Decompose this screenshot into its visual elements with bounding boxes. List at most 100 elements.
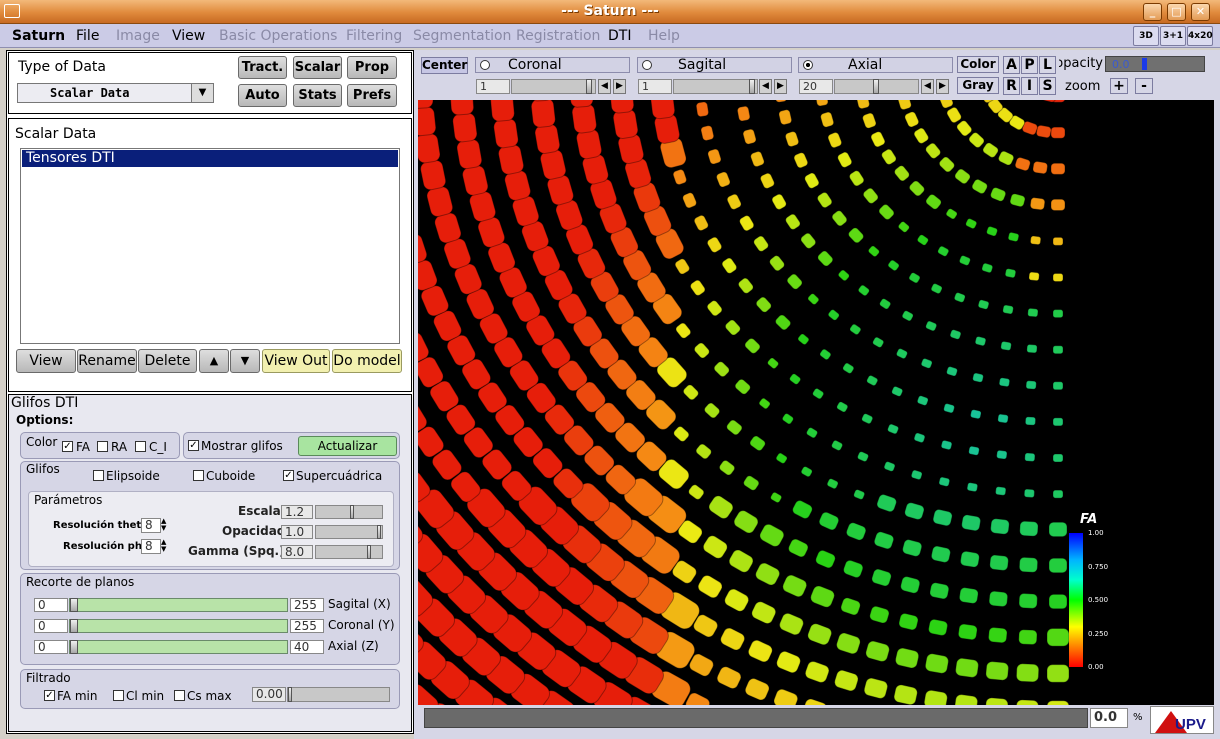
- sagital-min-handle[interactable]: [70, 598, 78, 612]
- stats-button[interactable]: Stats: [293, 84, 342, 107]
- resolucion-theta-spinner[interactable]: ▲ ▼: [161, 517, 167, 532]
- axial-next-icon[interactable]: ▶: [936, 79, 949, 94]
- view-button[interactable]: View: [16, 349, 76, 373]
- coronal-next-icon[interactable]: ▶: [613, 79, 626, 94]
- filtrado-slider-knob[interactable]: [288, 687, 292, 702]
- axial-prev-icon[interactable]: ◀: [921, 79, 934, 94]
- sagital-max[interactable]: 255: [290, 598, 324, 612]
- coronal-min[interactable]: 0: [34, 619, 68, 633]
- view-3plus1-button[interactable]: 3+1: [1160, 26, 1186, 46]
- menu-image[interactable]: Image: [116, 28, 160, 44]
- ra-checkbox[interactable]: [97, 441, 108, 452]
- zoom-out-button[interactable]: -: [1135, 78, 1153, 94]
- filtrado-slider[interactable]: [287, 687, 390, 702]
- color-button[interactable]: Color: [957, 56, 999, 73]
- menu-file[interactable]: File: [76, 28, 100, 44]
- menu-dti[interactable]: DTI: [608, 28, 632, 44]
- coronal-plane-radio[interactable]: [475, 57, 630, 73]
- view-3d-button[interactable]: 3D: [1133, 26, 1159, 46]
- elipsoide-checkbox[interactable]: [93, 470, 104, 481]
- coronal-max[interactable]: 255: [290, 619, 324, 633]
- maximize-icon[interactable]: □: [1167, 3, 1186, 21]
- rename-button[interactable]: Rename: [77, 349, 137, 373]
- coronal-radio[interactable]: [480, 60, 490, 70]
- sagital-prev-icon[interactable]: ◀: [759, 79, 772, 94]
- coronal-min-handle[interactable]: [70, 619, 78, 633]
- opacidad-slider-knob[interactable]: [377, 525, 381, 539]
- fa-checkbox[interactable]: ✓: [62, 441, 73, 452]
- escala-slider[interactable]: [315, 505, 383, 519]
- resolucion-theta-input[interactable]: 8: [141, 518, 161, 533]
- axial-max[interactable]: 40: [290, 640, 324, 654]
- auto-button[interactable]: Auto: [238, 84, 287, 107]
- menu-filtering[interactable]: Filtering: [346, 28, 403, 44]
- scalar-button[interactable]: Scalar: [293, 56, 342, 79]
- scalar-data-list[interactable]: Tensores DTI: [20, 148, 400, 344]
- coronal-prev-icon[interactable]: ◀: [598, 79, 611, 94]
- ci-checkbox[interactable]: [135, 441, 146, 452]
- opacidad-slider[interactable]: [315, 525, 383, 539]
- close-icon[interactable]: ✕: [1191, 3, 1210, 21]
- menu-segmentation[interactable]: Segmentation: [413, 28, 512, 44]
- menu-view[interactable]: View: [172, 28, 206, 44]
- delete-button[interactable]: Delete: [138, 349, 197, 373]
- menu-registration[interactable]: Registration: [516, 28, 601, 44]
- menu-saturn[interactable]: Saturn: [12, 28, 66, 44]
- posterior-button[interactable]: P: [1021, 56, 1038, 74]
- coronal-slice-knob[interactable]: [586, 79, 592, 94]
- move-down-button[interactable]: ▼: [230, 349, 260, 373]
- sagital-radio[interactable]: [642, 60, 652, 70]
- superior-button[interactable]: S: [1039, 77, 1056, 95]
- gamma-slider[interactable]: [315, 545, 383, 559]
- menu-basic-operations[interactable]: Basic Operations: [219, 28, 338, 44]
- resolucion-phi-input[interactable]: 8: [141, 539, 161, 554]
- axial-min-handle[interactable]: [70, 640, 78, 654]
- cs-max-checkbox[interactable]: [174, 690, 185, 701]
- anterior-button[interactable]: A: [1003, 56, 1020, 74]
- coronal-slice-slider[interactable]: [511, 79, 596, 94]
- resolucion-phi-spinner[interactable]: ▲ ▼: [161, 538, 167, 553]
- view-4x20-button[interactable]: 4x20: [1187, 26, 1213, 46]
- move-up-button[interactable]: ▲: [199, 349, 229, 373]
- prefs-button[interactable]: Prefs: [347, 84, 397, 107]
- type-of-data-select[interactable]: Scalar Data ▼: [17, 83, 214, 103]
- axial-min[interactable]: 0: [34, 640, 68, 654]
- sagital-slice-slider[interactable]: [673, 79, 758, 94]
- sagital-range-slider[interactable]: [69, 598, 288, 612]
- center-button[interactable]: Center: [421, 57, 468, 74]
- menu-help[interactable]: Help: [648, 28, 680, 44]
- fa-min-checkbox[interactable]: ✓: [44, 690, 55, 701]
- axial-radio[interactable]: [803, 60, 813, 70]
- axial-slice-knob[interactable]: [873, 79, 879, 94]
- list-item[interactable]: Tensores DTI: [22, 150, 398, 167]
- gamma-slider-knob[interactable]: [367, 545, 371, 559]
- right-button[interactable]: R: [1003, 77, 1020, 95]
- opacity-knob[interactable]: [1142, 58, 1147, 70]
- dti-glyph-viewer[interactable]: [418, 100, 1214, 705]
- cuboide-checkbox[interactable]: [193, 470, 204, 481]
- sagital-min[interactable]: 0: [34, 598, 68, 612]
- zoom-in-button[interactable]: +: [1110, 78, 1128, 94]
- left-button[interactable]: L: [1039, 56, 1056, 74]
- view-out-button[interactable]: View Out: [262, 349, 330, 373]
- prop-button[interactable]: Prop: [347, 56, 397, 79]
- tract-button[interactable]: Tract.: [238, 56, 287, 79]
- axial-range-slider[interactable]: [69, 640, 288, 654]
- sagital-slice-knob[interactable]: [749, 79, 755, 94]
- app-icon[interactable]: [4, 4, 20, 18]
- actualizar-button[interactable]: Actualizar: [298, 436, 397, 456]
- supercuadrica-checkbox[interactable]: ✓: [283, 470, 294, 481]
- minimize-icon[interactable]: _: [1143, 3, 1162, 21]
- escala-slider-knob[interactable]: [350, 505, 354, 519]
- axial-plane-radio[interactable]: [798, 57, 953, 73]
- mostrar-glifos-checkbox[interactable]: ✓: [188, 440, 199, 451]
- coronal-range-slider[interactable]: [69, 619, 288, 633]
- chevron-down-icon[interactable]: ▼: [191, 84, 213, 102]
- inferior-button[interactable]: I: [1021, 77, 1038, 95]
- sagital-plane-radio[interactable]: [637, 57, 792, 73]
- do-model-button[interactable]: Do model: [332, 349, 402, 373]
- cl-min-checkbox[interactable]: [113, 690, 124, 701]
- gray-button[interactable]: Gray: [957, 77, 999, 94]
- opacity-slider[interactable]: 0.0: [1105, 56, 1205, 72]
- sagital-next-icon[interactable]: ▶: [774, 79, 787, 94]
